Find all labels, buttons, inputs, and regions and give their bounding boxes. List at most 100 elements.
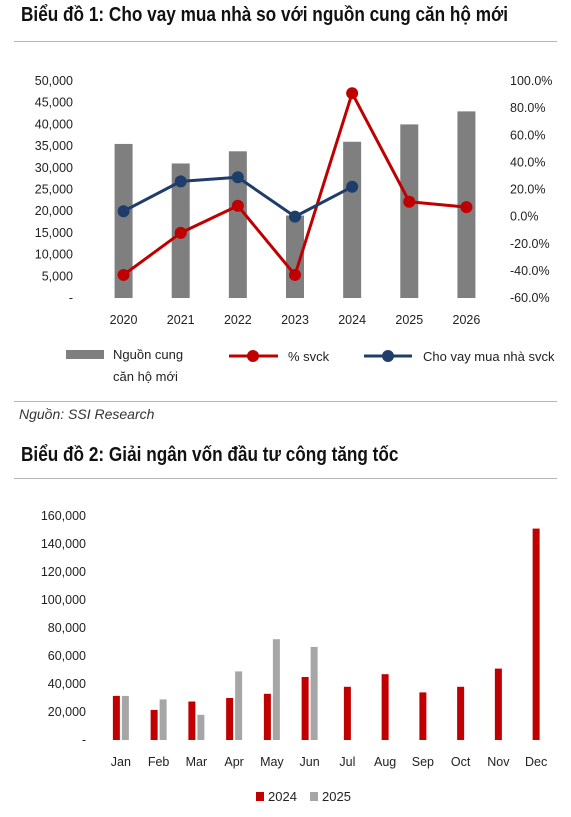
yoy-pct-point <box>117 268 130 281</box>
bar-2024 <box>343 686 351 740</box>
bar-2024 <box>381 674 389 740</box>
left-axis-tick-label: 80,000 <box>48 621 86 635</box>
legend-2024-label: 2024 <box>268 789 297 804</box>
legend-pct-marker <box>247 350 259 362</box>
chart1: - 5,000 10,000 15,000 20,000 25,000 30,000 35,0… <box>35 74 555 384</box>
bar-2024 <box>263 693 271 740</box>
left-axis-tick-label: 160,000 <box>41 509 86 523</box>
left-axis-tick-label: - <box>82 733 86 747</box>
yoy-pct-point <box>460 201 473 214</box>
chart1-source: Nguồn: SSI Research <box>19 406 155 422</box>
category-label: 2021 <box>167 313 195 327</box>
left-axis-tick-label: 25,000 <box>35 183 73 197</box>
legend-bar-label-line2: căn hộ mới <box>113 369 178 384</box>
right-axis-tick-label: -40.0% <box>510 264 550 278</box>
category-label: 2023 <box>281 313 309 327</box>
supply-bar <box>343 141 362 298</box>
bar-2024 <box>226 698 234 740</box>
bar-2024 <box>301 677 309 740</box>
right-axis-tick-label: 100.0% <box>510 74 552 88</box>
bar-2025 <box>121 695 129 740</box>
mortgage-yoy-point <box>231 171 244 184</box>
yoy-pct-point <box>231 199 244 212</box>
bar-2024 <box>532 528 540 740</box>
left-axis-tick-label: 35,000 <box>35 139 73 153</box>
month-label: Dec <box>525 755 547 769</box>
bar-2025 <box>197 714 205 740</box>
right-axis-tick-label: -60.0% <box>510 291 550 305</box>
category-label: 2025 <box>395 313 423 327</box>
left-axis-tick-label: 20,000 <box>48 705 86 719</box>
title-divider-chart2 <box>14 478 557 479</box>
month-label: Jul <box>339 755 355 769</box>
left-axis-tick-label: 60,000 <box>48 649 86 663</box>
left-axis-tick-label: 20,000 <box>35 204 73 218</box>
yoy-pct-point <box>174 226 187 239</box>
legend-bar-label: Nguồn cung <box>113 347 183 362</box>
category-label: 2022 <box>224 313 252 327</box>
legend-2025-swatch <box>310 792 318 801</box>
left-axis-tick-label: 10,000 <box>35 248 73 262</box>
right-axis-tick-label: -20.0% <box>510 237 550 251</box>
bar-2024 <box>150 709 158 740</box>
month-label: Jun <box>300 755 320 769</box>
month-label: Feb <box>148 755 170 769</box>
legend-pct-label: % svck <box>288 349 330 364</box>
month-label: Mar <box>186 755 208 769</box>
left-axis-tick-label: 140,000 <box>41 537 86 551</box>
mortgage-yoy-point <box>174 175 187 188</box>
left-axis-tick-label: 50,000 <box>35 74 73 88</box>
yoy-pct-point <box>346 87 359 100</box>
month-label: Sep <box>412 755 434 769</box>
left-axis-tick-label: 5,000 <box>42 269 73 283</box>
chart2: - 20,000 40,000 60,000 80,000 100,000 120,000 1… <box>41 509 547 804</box>
right-axis-tick-label: 60.0% <box>510 128 545 142</box>
bar-2024 <box>457 686 465 740</box>
month-label: May <box>260 755 284 769</box>
bar-2025 <box>310 646 318 740</box>
right-axis-tick-label: 80.0% <box>510 101 545 115</box>
legend-bar-swatch <box>66 350 104 359</box>
supply-bar <box>114 143 133 298</box>
left-axis-tick-label: 45,000 <box>35 96 73 110</box>
legend-loan-label: Cho vay mua nhà svck <box>423 349 555 364</box>
bar-2024 <box>188 701 196 740</box>
chart1-title: Biểu đồ 1: Cho vay mua nhà so với nguồn … <box>21 4 509 26</box>
month-label: Nov <box>487 755 510 769</box>
month-label: Oct <box>451 755 471 769</box>
supply-bar <box>400 124 419 299</box>
bar-2025 <box>235 671 243 740</box>
right-axis-tick-label: 20.0% <box>510 183 545 197</box>
category-label: 2024 <box>338 313 366 327</box>
right-axis-tick-label: 0.0% <box>510 210 539 224</box>
mortgage-yoy-point <box>117 205 130 218</box>
bar-2024 <box>494 668 502 740</box>
yoy-pct-point <box>403 195 416 208</box>
month-label: Jan <box>111 755 131 769</box>
chart2-title: Biểu đồ 2: Giải ngân vốn đầu tư công tăn… <box>21 444 399 466</box>
category-label: 2020 <box>110 313 138 327</box>
legend-2024-swatch <box>256 792 264 801</box>
chart1-bottom-divider <box>14 401 557 402</box>
legend-2025-label: 2025 <box>322 789 351 804</box>
left-axis-tick-label: 15,000 <box>35 226 73 240</box>
left-axis-tick-label: - <box>69 291 73 305</box>
month-label: Apr <box>224 755 243 769</box>
left-axis-tick-label: 120,000 <box>41 565 86 579</box>
category-label: 2026 <box>453 313 481 327</box>
right-axis-tick-label: 40.0% <box>510 155 545 169</box>
title-divider-top <box>14 41 557 42</box>
bar-2025 <box>159 699 167 740</box>
bar-2025 <box>272 639 280 740</box>
mortgage-yoy-point <box>289 210 301 223</box>
yoy-pct-point <box>289 268 301 281</box>
legend-loan-marker <box>382 350 394 362</box>
left-axis-tick-label: 30,000 <box>35 161 73 175</box>
supply-bar <box>228 151 247 298</box>
left-axis-tick-label: 40,000 <box>35 117 73 131</box>
mortgage-yoy-point <box>346 180 359 193</box>
left-axis-tick-label: 40,000 <box>48 677 86 691</box>
left-axis-tick-label: 100,000 <box>41 593 86 607</box>
bar-2024 <box>112 695 120 740</box>
bar-2024 <box>419 692 427 740</box>
